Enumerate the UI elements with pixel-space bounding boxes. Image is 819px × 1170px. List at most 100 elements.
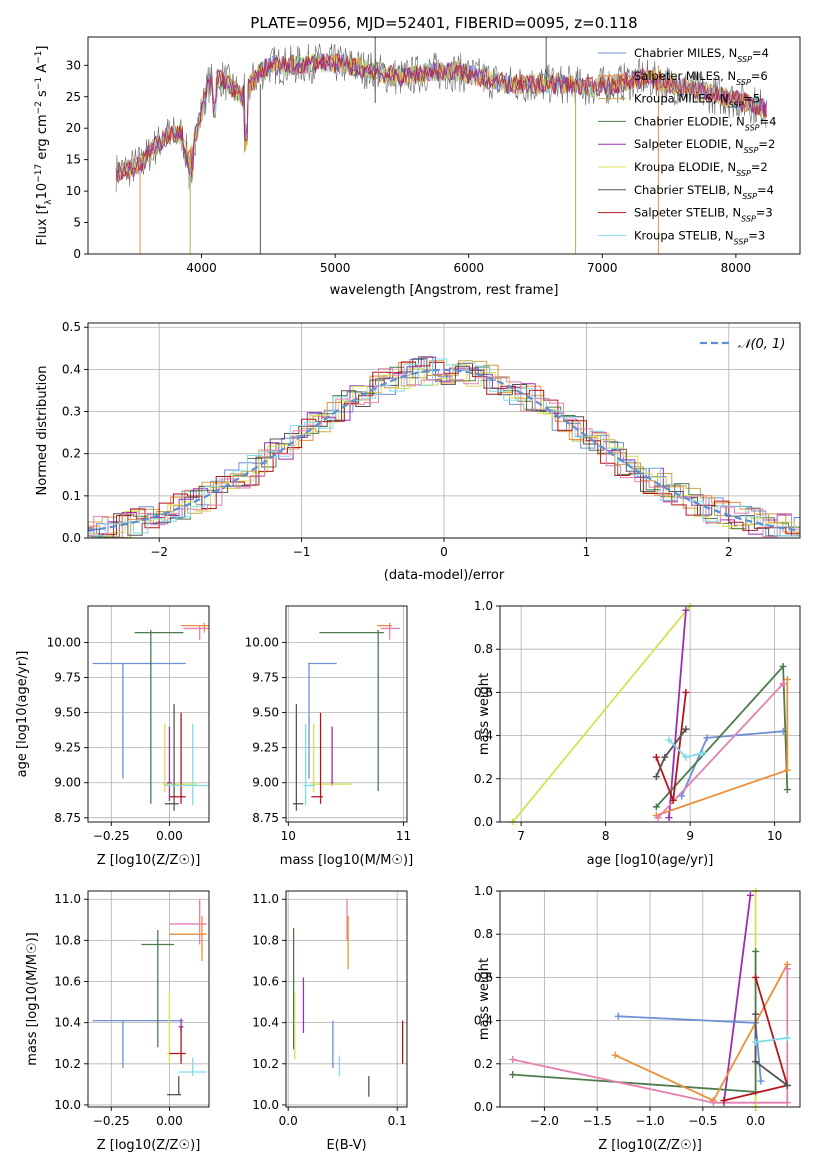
y-tick-label: 0.8 (474, 927, 493, 941)
mass_vs_ebv-frame (285, 890, 408, 1108)
x-tick-label: 7 (517, 829, 525, 843)
x-tick-label: 1 (583, 545, 591, 559)
residuals-xlabel: (data-model)/error (384, 568, 505, 583)
weight-series-salpeter_elodie (723, 895, 752, 1103)
weight-marker-chabrier_elodie (779, 662, 787, 670)
x-tick-label: 0.1 (388, 1114, 407, 1128)
spectrum-xlabel: wavelength [Angstrom, rest frame] (330, 283, 559, 298)
x-tick-label: −0.25 (93, 1114, 130, 1128)
x-tick-label: 0.00 (156, 829, 183, 843)
y-tick-label: 0.6 (474, 970, 493, 984)
y-tick-label: 0.2 (474, 1057, 493, 1071)
weight-marker-pink (779, 680, 787, 688)
y-tick-label: 25 (66, 90, 81, 104)
mass_vs_Z-axes: −0.25 0.00 10.0 10.2 10.4 10.6 10.8 11.0 (54, 891, 209, 1128)
weight-marker-salpeter_stelib (682, 688, 690, 696)
mass_vs_Z-frame (87, 890, 210, 1108)
histogram-kroupa_stelib (88, 358, 800, 537)
y-tick-label: 0.0 (474, 815, 493, 829)
mass_vs_Z-points (92, 899, 207, 1096)
y-tick-label: 11.0 (54, 892, 81, 906)
spectrum-lines (115, 37, 767, 254)
age_vs_Z-points (92, 622, 209, 811)
y-tick-label: 9.00 (252, 776, 279, 790)
x-tick-label: 0 (440, 545, 448, 559)
y-tick-label: 10.0 (54, 1098, 81, 1112)
y-tick-label: 0.4 (474, 1014, 493, 1028)
weight-marker-pink (783, 1099, 791, 1107)
weight-marker-pink (783, 965, 791, 973)
y-tick-label: 9.25 (54, 741, 81, 755)
weight-marker-salpeter_miles (783, 766, 791, 774)
x-tick-label: 0.0 (279, 1114, 298, 1128)
legend-normal-label: 𝒩(0, 1) (738, 337, 785, 352)
weight_vs_Z-xlabel: Z [log10(Z/Z☉)] (598, 1138, 702, 1153)
mass_vs_ebv-xlabel: E(B-V) (326, 1138, 366, 1153)
age_vs_mass-frame (285, 605, 408, 823)
mass_vs_ebv-axes: 0.0 0.1 10.0 10.2 10.4 10.6 10.8 11.0 (252, 891, 407, 1128)
residuals-ylabel: Normed distribution (35, 366, 50, 496)
y-tick-label: 10.0 (252, 1098, 279, 1112)
legend-label-salpeter_miles: Salpeter MILES, NSSP=6 (634, 69, 768, 87)
y-tick-label: 10 (66, 184, 81, 198)
x-tick-label: 5000 (320, 261, 351, 275)
y-tick-label: 9.75 (54, 671, 81, 685)
weight-marker-chabrier_stelib (752, 1010, 760, 1018)
mass_vs_Z-xlabel: Z [log10(Z/Z☉)] (97, 1138, 201, 1153)
weight-marker-kroupa_stelib (682, 753, 690, 761)
weight_vs_age-lines (509, 602, 791, 826)
histogram-pink (88, 368, 800, 538)
y-tick-label: 20 (66, 121, 81, 135)
y-tick-label: 30 (66, 58, 81, 72)
y-tick-label: 9.25 (252, 741, 279, 755)
weight-marker-chabrier_elodie (752, 947, 760, 955)
spectrum-legend: Chabrier MILES, NSSP=4 Salpeter MILES, NS… (598, 46, 776, 246)
y-tick-label: 10.00 (245, 635, 279, 649)
y-tick-label: 9.50 (54, 706, 81, 720)
figure-title: PLATE=0956, MJD=52401, FIBERID=0095, z=0… (250, 14, 637, 32)
y-tick-label: 10.6 (54, 975, 81, 989)
y-tick-label: 9.50 (252, 706, 279, 720)
residual-histograms (88, 356, 800, 538)
y-tick-label: 10.2 (54, 1057, 81, 1071)
y-tick-label: 10.00 (47, 635, 81, 649)
normal-curve (88, 368, 800, 532)
age_vs_Z-axes: −0.25 0.00 8.75 9.00 9.25 9.50 9.75 10.00 (47, 606, 209, 843)
x-tick-label: 8 (602, 829, 610, 843)
y-tick-label: 0.8 (474, 642, 493, 656)
y-tick-label: 0.2 (474, 772, 493, 786)
residuals-frame (87, 322, 801, 539)
x-tick-label: 4000 (186, 261, 217, 275)
y-tick-label: 1.0 (474, 599, 493, 613)
x-tick-label: 10 (281, 829, 296, 843)
weight-marker-chabrier_miles (757, 1077, 765, 1085)
y-tick-label: 10.8 (252, 933, 279, 947)
y-tick-label: 15 (66, 153, 81, 167)
weight-marker-salpeter_stelib (652, 753, 660, 761)
weight-marker-kroupa_stelib (752, 1038, 760, 1046)
y-tick-label: 0.6 (474, 685, 493, 699)
y-tick-label: 9.75 (252, 671, 279, 685)
y-tick-label: 0.0 (62, 531, 81, 545)
weight-marker-salpeter_miles (783, 675, 791, 683)
weight_vs_age-ylabel: mass weight (477, 673, 492, 755)
x-tick-label: 10 (767, 829, 782, 843)
weight-marker-chabrier_miles (614, 1012, 622, 1020)
weight_vs_Z-ylabel: mass weight (477, 958, 492, 1040)
y-tick-label: 10.6 (252, 975, 279, 989)
weight-marker-chabrier_stelib (661, 753, 669, 761)
y-tick-label: 5 (73, 216, 81, 230)
y-tick-label: 11.0 (252, 892, 279, 906)
legend-label-chabrier_elodie: Chabrier ELODIE, NSSP=4 (634, 114, 776, 131)
weight-marker-kroupa_stelib (665, 736, 673, 744)
x-tick-label: −2.0 (530, 1114, 559, 1128)
age_vs_Z-frame (87, 605, 210, 823)
y-tick-label: 0.2 (62, 447, 81, 461)
weight-marker-pink (709, 1099, 717, 1107)
legend-label-salpeter_elodie: Salpeter ELODIE, NSSP=2 (634, 137, 775, 155)
weight-marker-chabrier_elodie (652, 803, 660, 811)
weight-marker-kroupa_stelib (699, 749, 707, 757)
weight-marker-salpeter_miles (611, 1051, 619, 1059)
x-tick-label: −0.5 (688, 1114, 717, 1128)
y-tick-label: 0.3 (62, 405, 81, 419)
